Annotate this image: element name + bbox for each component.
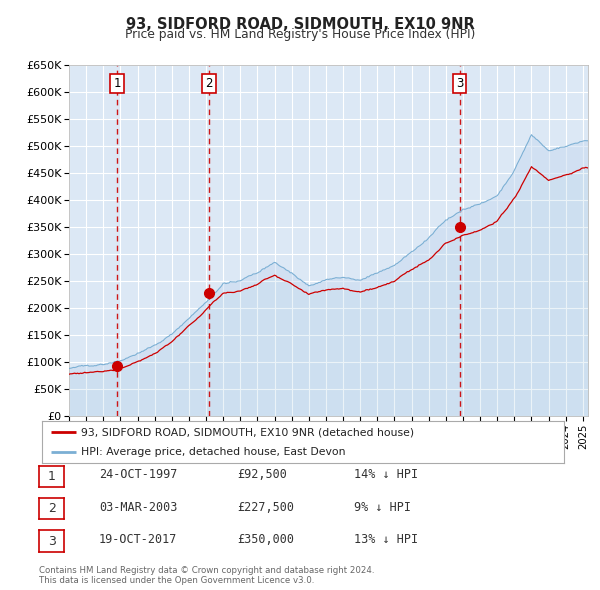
Text: £227,500: £227,500	[237, 501, 294, 514]
Text: Contains HM Land Registry data © Crown copyright and database right 2024.
This d: Contains HM Land Registry data © Crown c…	[39, 566, 374, 585]
Text: 19-OCT-2017: 19-OCT-2017	[99, 533, 178, 546]
Text: 93, SIDFORD ROAD, SIDMOUTH, EX10 9NR: 93, SIDFORD ROAD, SIDMOUTH, EX10 9NR	[125, 17, 475, 31]
Text: 2: 2	[205, 77, 212, 90]
Text: 3: 3	[456, 77, 463, 90]
Text: 13% ↓ HPI: 13% ↓ HPI	[354, 533, 418, 546]
Text: £92,500: £92,500	[237, 468, 287, 481]
Text: 14% ↓ HPI: 14% ↓ HPI	[354, 468, 418, 481]
Text: 93, SIDFORD ROAD, SIDMOUTH, EX10 9NR (detached house): 93, SIDFORD ROAD, SIDMOUTH, EX10 9NR (de…	[81, 427, 414, 437]
Text: 2: 2	[47, 502, 56, 515]
Text: £350,000: £350,000	[237, 533, 294, 546]
Text: HPI: Average price, detached house, East Devon: HPI: Average price, detached house, East…	[81, 447, 346, 457]
Text: 3: 3	[47, 535, 56, 548]
Text: 1: 1	[47, 470, 56, 483]
Text: 1: 1	[113, 77, 121, 90]
Text: 9% ↓ HPI: 9% ↓ HPI	[354, 501, 411, 514]
Text: 24-OCT-1997: 24-OCT-1997	[99, 468, 178, 481]
Text: Price paid vs. HM Land Registry's House Price Index (HPI): Price paid vs. HM Land Registry's House …	[125, 28, 475, 41]
Text: 03-MAR-2003: 03-MAR-2003	[99, 501, 178, 514]
